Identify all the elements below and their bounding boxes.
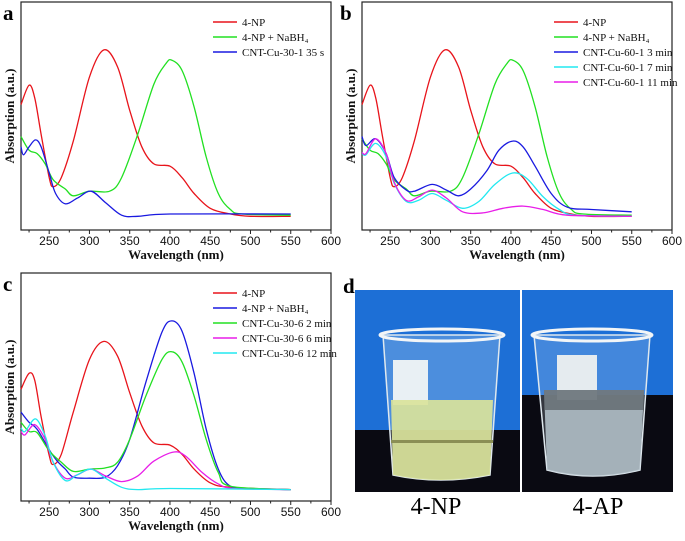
series-line-1 <box>20 49 291 218</box>
plot-frame <box>20 1 332 231</box>
chart-c: 250 300 350 400 450 500 550 600 Wavelength (nm) A… <box>2 272 341 533</box>
series-line-3 <box>20 139 291 218</box>
x-tick-label: 550 <box>281 234 301 248</box>
series-line-1 <box>20 340 291 491</box>
x-tick-label: 600 <box>321 505 341 519</box>
x-tick-label: 550 <box>281 505 301 519</box>
chart-a: 250 300 350 400 450 500 550 600 Wavelength (nm) A… <box>2 1 341 262</box>
legend-label: CNT-Cu-30-1 35 s <box>242 47 324 59</box>
x-tick-label: 450 <box>200 505 220 519</box>
legend-label: 4-NP <box>242 288 265 300</box>
series-line-5 <box>361 138 632 217</box>
beaker-clear-image <box>522 290 673 492</box>
plot-frame <box>20 272 332 502</box>
x-tick-label: 600 <box>321 234 341 248</box>
photo-4ap-beaker <box>522 290 673 492</box>
panel-label-b: b <box>340 1 352 25</box>
panel-a: 250 300 350 400 450 500 550 600 Wavelength (nm) A… <box>0 0 341 270</box>
x-tick-label: 500 <box>240 234 260 248</box>
series-line-3 <box>361 136 632 213</box>
x-tick-label: 300 <box>79 234 99 248</box>
legend-label: CNT-Cu-60-1 7 min <box>583 62 673 74</box>
x-tick-label: 500 <box>240 505 260 519</box>
x-tick-label: 450 <box>200 234 220 248</box>
x-axis-label: Wavelength (nm) <box>128 247 224 262</box>
photo-label-4np: 4-NP <box>410 494 462 520</box>
legend-label: 4-NP <box>242 17 265 29</box>
beaker-yellow-image <box>355 290 520 492</box>
series-line-4 <box>20 423 291 491</box>
series-line-2 <box>361 58 632 216</box>
x-axis-label: Wavelength (nm) <box>128 518 224 533</box>
x-tick-label: 300 <box>79 505 99 519</box>
y-axis-label: Absorption (a.u.) <box>343 69 358 164</box>
x-tick-label: 250 <box>39 505 59 519</box>
series-line-3 <box>20 350 291 491</box>
series-line-5 <box>20 418 291 491</box>
legend-label: 4-NP <box>583 17 606 29</box>
legend-label: CNT-Cu-30-6 2 min <box>242 318 332 330</box>
photo-label-4ap: 4-AP <box>572 494 624 520</box>
legend-label: CNT-Cu-30-6 6 min <box>242 333 332 345</box>
legend-label: CNT-Cu-30-6 12 min <box>242 348 337 360</box>
x-axis-label: Wavelength (nm) <box>469 247 565 262</box>
x-tick-label: 350 <box>120 234 140 248</box>
legend-label: 4-NP + NaBH₄ <box>583 32 650 44</box>
y-axis-label: Absorption (a.u.) <box>2 69 17 164</box>
panel-label-c: c <box>3 272 13 296</box>
x-tick-label: 400 <box>160 234 180 248</box>
x-tick-label: 600 <box>662 234 682 248</box>
x-tick-label: 400 <box>501 234 521 248</box>
photo-4np-beaker <box>355 290 520 492</box>
legend-label: 4-NP + NaBH₄ <box>242 303 309 315</box>
series-line-2 <box>20 58 291 216</box>
x-tick-label: 450 <box>541 234 561 248</box>
x-tick-label: 550 <box>622 234 642 248</box>
x-tick-label: 250 <box>380 234 400 248</box>
x-tick-label: 350 <box>461 234 481 248</box>
legend-label: 4-NP + NaBH₄ <box>242 32 309 44</box>
x-tick-label: 250 <box>39 234 59 248</box>
series-line-2 <box>20 320 291 491</box>
plot-frame <box>361 1 673 231</box>
series-line-4 <box>361 142 632 217</box>
x-tick-label: 500 <box>581 234 601 248</box>
panel-label-a: a <box>3 1 14 25</box>
y-axis-label: Absorption (a.u.) <box>2 340 17 435</box>
x-tick-label: 300 <box>420 234 440 248</box>
panel-b: 250 300 350 400 450 500 550 600 Wavelength (nm) A… <box>340 0 682 270</box>
x-tick-label: 350 <box>120 505 140 519</box>
legend-label: CNT-Cu-60-1 3 min <box>583 47 673 59</box>
legend-label: CNT-Cu-60-1 11 min <box>583 77 678 89</box>
x-tick-label: 400 <box>160 505 180 519</box>
chart-b: 250 300 350 400 450 500 550 600 Wavelength (nm) A… <box>343 1 682 262</box>
panel-c: 250 300 350 400 450 500 550 600 Wavelength (nm) A… <box>0 271 341 541</box>
series-line-1 <box>361 49 632 218</box>
panel-label-d: d <box>343 274 355 298</box>
